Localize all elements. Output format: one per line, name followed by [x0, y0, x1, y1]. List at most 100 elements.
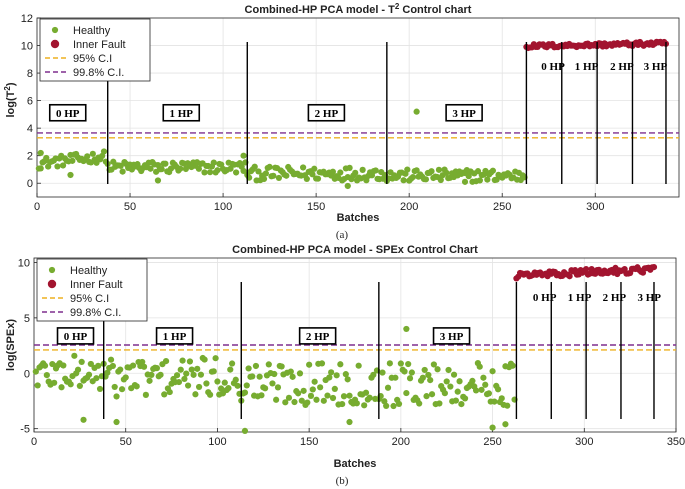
chart-a-healthy-point: [54, 163, 61, 170]
chart-a-healthy-point: [69, 157, 76, 164]
chart-b-title: Combined-HP PCA model - SPEx Control Cha…: [232, 244, 478, 256]
chart-b-healthy-point: [452, 397, 459, 404]
chart-b-healthy-point: [41, 362, 49, 369]
chart-b-healthy-point: [201, 356, 208, 363]
chart-b-healthy-point: [443, 378, 450, 385]
chart-b-healthy-point: [346, 392, 353, 399]
chart-b-healthy-point: [498, 395, 505, 402]
chart-a-xtick-label: 250: [493, 201, 511, 213]
chart-b-healthy-point: [80, 416, 87, 423]
chart-a-segment-label: 1 HP: [575, 61, 599, 73]
chart-a-healthy-point: [117, 162, 124, 169]
chart-b-healthy-point: [320, 397, 327, 404]
chart-b-healthy-point: [353, 400, 360, 407]
chart-b-healthy-point: [509, 362, 516, 369]
chart-b-healthy-point: [258, 392, 265, 399]
chart-b-healthy-point: [227, 366, 234, 373]
chart-b-healthy-point: [111, 383, 118, 391]
chart-b-healthy-point: [273, 396, 280, 403]
chart-a-ytick-label: 6: [27, 96, 33, 108]
chart-b-healthy-point: [441, 390, 448, 397]
chart-b-segment-label: 0 HP: [533, 292, 557, 304]
chart-a-healthy-point: [404, 166, 411, 173]
chart-a-healthy-point: [474, 168, 482, 175]
chart-a-segment-label-box: [445, 103, 483, 122]
chart-a-segment-label-box: [307, 103, 346, 122]
chart-a-healthy-point: [303, 175, 310, 182]
chart-a-healthy-point: [372, 167, 379, 174]
chart-a-segment-label-box: [162, 103, 201, 122]
chart-b-healthy-point: [296, 370, 304, 377]
chart-b-healthy-point: [157, 371, 164, 378]
chart-a-healthy-point: [337, 169, 344, 176]
chart-a-legend-ci998-label: 99.8% C.I.: [73, 67, 124, 79]
chart-b-healthy-point: [340, 393, 348, 400]
chart-b-healthy-point: [186, 358, 194, 365]
chart-b-healthy-point: [129, 362, 137, 369]
chart-b-healthy-point: [328, 369, 335, 376]
chart-b-healthy-point: [96, 385, 104, 393]
chart-a-healthy-point: [158, 166, 165, 173]
chart-b-healthy-point: [289, 373, 296, 380]
chart-b-segment-label: 1 HP: [163, 331, 187, 343]
chart-b-healthy-point: [197, 371, 205, 378]
chart-b-healthy-point: [346, 418, 353, 426]
chart-b-healthy-point: [206, 391, 214, 398]
chart-b-healthy-point: [434, 366, 441, 373]
chart-b-healthy-point: [445, 366, 452, 374]
chart-a-healthy-point: [275, 174, 283, 182]
chart-a-segment-label-box: [48, 103, 87, 122]
chart-b-healthy-point: [148, 371, 155, 378]
chart-a-healthy-point: [67, 171, 74, 179]
chart-b-segment-label: 0 HP: [64, 331, 88, 343]
chart-a-healthy-point: [177, 165, 184, 172]
chart-b-healthy-point: [342, 371, 349, 378]
chart-b-healthy-point: [225, 385, 232, 392]
chart-b-healthy-point: [243, 382, 250, 389]
chart-b-healthy-point: [403, 325, 410, 333]
chart-b-healthy-point: [104, 369, 111, 376]
chart-b-healthy-point: [173, 372, 181, 379]
chart-b-healthy-point: [313, 396, 320, 403]
chart-a-healthy-point: [227, 165, 234, 172]
chart-a-xtick-label: 50: [124, 201, 136, 213]
chart-a-healthy-point: [167, 165, 175, 172]
chart-b-xtick-label: 0: [31, 436, 37, 448]
chart-a-healthy-point: [309, 171, 316, 178]
chart-b-healthy-point: [183, 370, 190, 377]
chart-b-healthy-point: [109, 362, 116, 370]
chart-a-healthy-point: [233, 169, 240, 176]
chart-b-healthy-point: [58, 384, 65, 391]
chart-a-segment-label: 3 HP: [452, 108, 476, 120]
chart-b-healthy-point: [113, 393, 120, 400]
chart-b-healthy-point: [181, 375, 188, 383]
chart-b-inner-fault-point: [566, 273, 573, 280]
chart-a-legend-healthy-label: Healthy: [73, 25, 111, 37]
chart-a-healthy-point: [119, 168, 126, 175]
chart-b-healthy-point: [355, 362, 362, 369]
chart-b-healthy-point: [221, 379, 228, 386]
chart-a-healthy-point: [489, 167, 497, 174]
chart-b-healthy-point: [249, 373, 256, 380]
chart-a-segment-label: 2 HP: [610, 61, 634, 73]
chart-a-healthy-point: [484, 176, 491, 183]
chart-b-healthy-point: [217, 385, 225, 392]
chart-b-segment-label-box: [155, 327, 194, 345]
chart-a-healthy-point: [210, 159, 217, 166]
chart-b-healthy-point: [326, 374, 333, 381]
chart-a-healthy-point: [162, 160, 169, 167]
chart-a-ytick-label: 10: [21, 41, 33, 53]
chart-b-legend: [36, 258, 148, 322]
chart-b-healthy-point: [476, 363, 483, 370]
chart-b-healthy-point: [142, 391, 149, 398]
chart-a-xtick-label: 150: [307, 201, 325, 213]
chart-b-healthy-point: [262, 385, 269, 392]
chart-a-xlabel: Batches: [337, 212, 380, 224]
chart-b-healthy-point: [192, 391, 199, 398]
chart-b-healthy-point: [416, 400, 423, 407]
chart-a-legend-ci95-label: 95% C.I: [73, 53, 112, 65]
chart-b-xlabel: Batches: [334, 458, 377, 470]
chart-a-healthy-point: [346, 164, 353, 171]
chart-a-healthy-point: [409, 173, 416, 181]
chart-panel-b: Combined-HP PCA model - SPEx Control Cha…: [5, 244, 685, 487]
